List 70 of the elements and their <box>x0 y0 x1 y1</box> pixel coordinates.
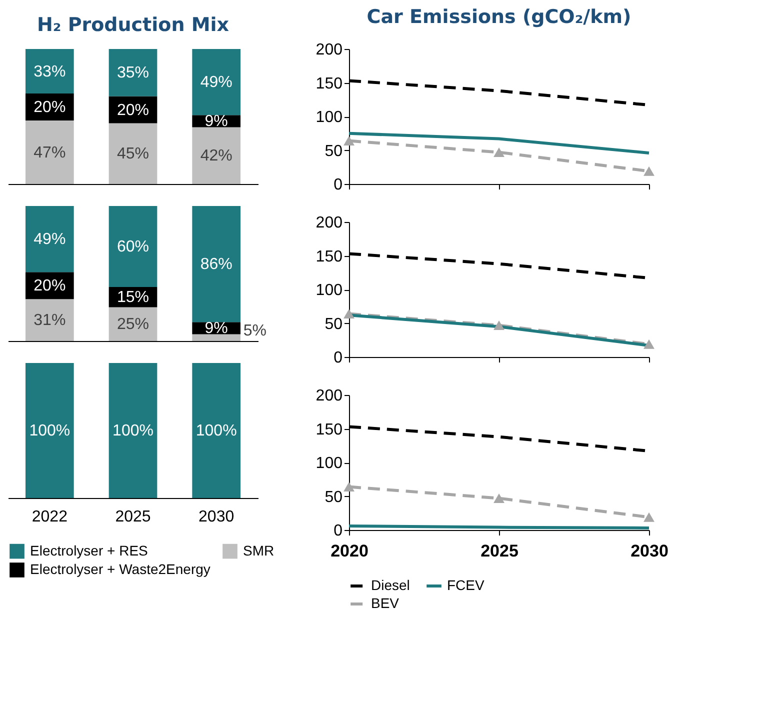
data-label: 100% <box>29 422 70 440</box>
y-tick-label: 100 <box>316 109 343 126</box>
y-tick-label: 50 <box>324 488 343 506</box>
data-label: 15% <box>116 289 150 306</box>
chart-title: Car Emissions (gCO₂/km) <box>366 6 632 28</box>
y-tick-label: 200 <box>316 214 343 232</box>
y-tick-label: 0 <box>334 350 343 366</box>
point <box>344 309 354 319</box>
legend-label: Diesel <box>371 577 410 593</box>
legend-label: BEV <box>371 595 400 611</box>
data-label: 100% <box>196 422 237 440</box>
y-tick-label: 100 <box>316 282 343 299</box>
data-label: 100% <box>112 422 154 440</box>
bar <box>192 206 240 322</box>
data-label: 33% <box>34 63 66 80</box>
y-tick-label: 100 <box>316 455 343 472</box>
bar <box>192 334 240 341</box>
data-label: 25% <box>116 316 150 334</box>
data-label: 20% <box>116 102 150 119</box>
bar <box>108 49 158 96</box>
bar <box>192 49 240 116</box>
bar <box>26 206 74 272</box>
x-tick-label: 2022 <box>32 508 68 526</box>
data-label: 42% <box>200 148 232 165</box>
data-label: 31% <box>34 312 66 330</box>
data-label: 47% <box>34 144 66 162</box>
y-tick-label: 0 <box>334 522 343 540</box>
data-label: 35% <box>116 64 150 82</box>
data-label: 60% <box>116 238 150 256</box>
y-tick-label: 150 <box>316 421 343 438</box>
y-tick-label: 0 <box>334 176 343 194</box>
point <box>644 512 654 522</box>
data-label: 5% <box>243 322 266 340</box>
point <box>344 482 354 492</box>
bar <box>26 120 74 184</box>
x-tick-label: 2030 <box>630 542 668 560</box>
data-label: 49% <box>200 74 232 92</box>
point <box>644 166 654 176</box>
point <box>344 136 354 146</box>
point <box>494 320 504 330</box>
x-tick-label: 2025 <box>115 508 151 526</box>
y-tick-label: 50 <box>324 142 343 160</box>
data-label: 9% <box>204 113 228 130</box>
y-tick-label: 200 <box>316 42 343 58</box>
data-label: 20% <box>34 99 66 116</box>
bar <box>108 123 158 184</box>
data-label: 9% <box>204 320 228 338</box>
point <box>644 339 654 349</box>
x-tick-label: 2025 <box>480 542 518 560</box>
legend-label: Electrolyser + RES <box>30 542 148 558</box>
data-label: 45% <box>116 146 150 163</box>
y-tick-label: 150 <box>316 248 343 266</box>
bar <box>108 206 158 287</box>
data-label: 20% <box>34 278 66 295</box>
y-tick-label: 150 <box>316 75 343 92</box>
x-tick-label: 2020 <box>330 542 368 560</box>
x-tick-label: 2030 <box>198 508 234 526</box>
point <box>494 148 504 158</box>
legend-label: SMR <box>243 542 274 558</box>
bar <box>192 127 240 184</box>
y-tick-label: 200 <box>316 388 343 404</box>
legend-label: FCEV <box>447 577 485 593</box>
data-label: 86% <box>200 256 232 274</box>
point <box>494 494 504 504</box>
data-label: 49% <box>34 231 66 248</box>
legend-label: Electrolyser + Waste2Energy <box>30 561 210 577</box>
y-tick-label: 50 <box>324 316 343 333</box>
bar <box>26 299 74 341</box>
bar <box>26 49 74 94</box>
chart-title: H₂ Production Mix <box>36 14 230 36</box>
